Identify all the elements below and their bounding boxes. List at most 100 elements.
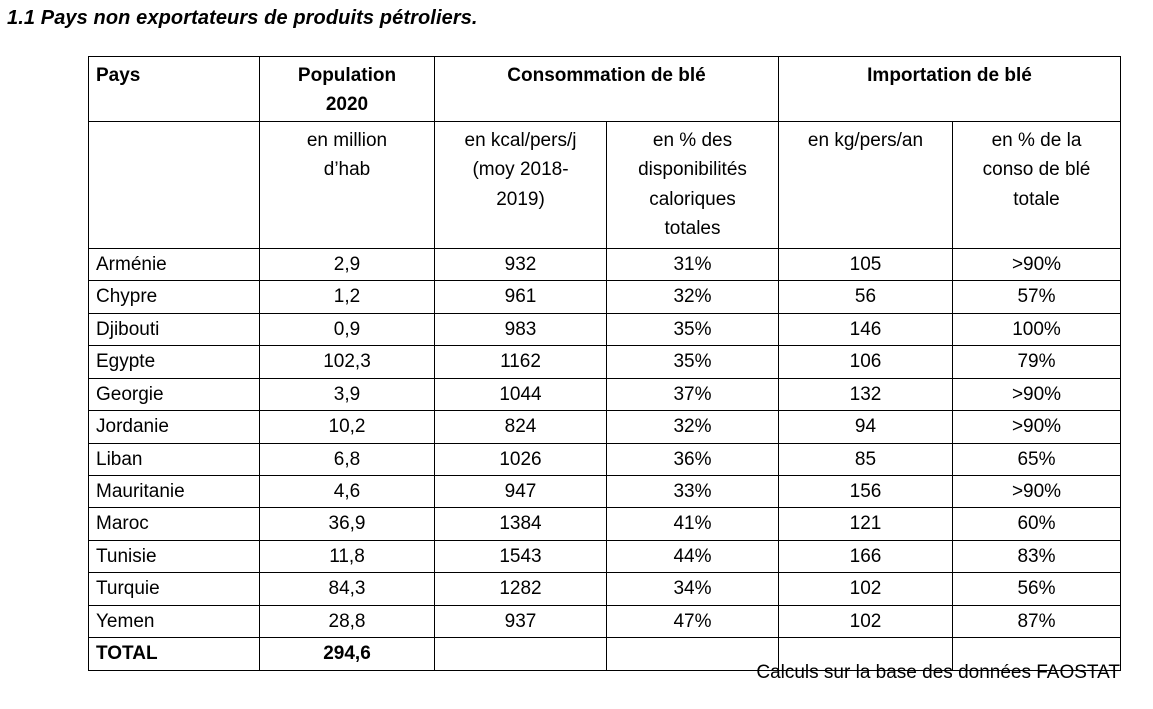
- cell-pct-conso: >90%: [952, 474, 1121, 509]
- section-title: 1.1 Pays non exportateurs de produits pé…: [7, 7, 478, 29]
- cell-kcal: 1162: [434, 345, 607, 379]
- cell-kcal: 1543: [434, 539, 607, 574]
- table-row: Maroc 36,9 1384 41% 121 60%: [88, 507, 1121, 541]
- cell-pct-conso: 79%: [952, 345, 1121, 379]
- table-row: Arménie 2,9 932 31% 105 >90%: [88, 247, 1121, 282]
- subheader-pct-conso-unit: en % de la conso de blé totale: [952, 120, 1121, 249]
- subheader-kg-unit: en kg/pers/an: [778, 120, 953, 249]
- cell-country: Chypre: [88, 280, 260, 314]
- cell-kg: 121: [778, 507, 953, 541]
- cell-country: Egypte: [88, 345, 260, 379]
- cell-kg: 105: [778, 247, 953, 282]
- cell-kg: 94: [778, 410, 953, 444]
- cell-population: 36,9: [259, 507, 435, 541]
- cell-pct-dispo: 41%: [606, 507, 779, 541]
- cell-pct-conso: >90%: [952, 377, 1121, 412]
- cell-population: 4,6: [259, 474, 435, 509]
- cell-pct-conso: 100%: [952, 312, 1121, 347]
- table-row: Chypre 1,2 961 32% 56 57%: [88, 280, 1121, 314]
- cell-kcal: 1282: [434, 572, 607, 606]
- cell-kcal: 1026: [434, 442, 607, 476]
- cell-country: Jordanie: [88, 410, 260, 444]
- table-row: Turquie 84,3 1282 34% 102 56%: [88, 572, 1121, 606]
- cell-pct-conso: >90%: [952, 247, 1121, 282]
- table-header-row-units: en million d’hab en kcal/pers/j (moy 201…: [88, 120, 1121, 249]
- cell-kg: 56: [778, 280, 953, 314]
- table-row: Georgie 3,9 1044 37% 132 >90%: [88, 377, 1121, 412]
- cell-pct-dispo: 32%: [606, 410, 779, 444]
- cell-kcal: 932: [434, 247, 607, 282]
- subheader-population-unit: en million d’hab: [259, 120, 435, 249]
- cell-pct-dispo: 34%: [606, 572, 779, 606]
- wheat-data-table: Pays Population 2020 Consommation de blé…: [88, 56, 1121, 671]
- table-total-row: TOTAL 294,6: [88, 637, 1121, 671]
- cell-kg: 156: [778, 474, 953, 509]
- cell-kcal: 947: [434, 474, 607, 509]
- subheader-kcal-unit: en kcal/pers/j (moy 2018- 2019): [434, 120, 607, 249]
- cell-population: 2,9: [259, 247, 435, 282]
- cell-population: 1,2: [259, 280, 435, 314]
- cell-pct-conso: >90%: [952, 410, 1121, 444]
- cell-pct-dispo: 33%: [606, 474, 779, 509]
- subheader-pays-empty: [88, 120, 260, 249]
- cell-kcal: 824: [434, 410, 607, 444]
- cell-country: Turquie: [88, 572, 260, 606]
- header-importation: Importation de blé: [778, 56, 1121, 122]
- cell-population: 3,9: [259, 377, 435, 412]
- cell-country: Liban: [88, 442, 260, 476]
- cell-kg: 106: [778, 345, 953, 379]
- cell-total-label: TOTAL: [88, 637, 260, 671]
- table-row: Yemen 28,8 937 47% 102 87%: [88, 604, 1121, 639]
- cell-pct-conso: 65%: [952, 442, 1121, 476]
- table-row: Egypte 102,3 1162 35% 106 79%: [88, 345, 1121, 379]
- table-row: Tunisie 11,8 1543 44% 166 83%: [88, 539, 1121, 574]
- cell-total-kg-empty: [778, 637, 953, 671]
- cell-pct-dispo: 37%: [606, 377, 779, 412]
- cell-country: Mauritanie: [88, 474, 260, 509]
- header-consommation: Consommation de blé: [434, 56, 779, 122]
- cell-pct-dispo: 35%: [606, 312, 779, 347]
- cell-pct-conso: 57%: [952, 280, 1121, 314]
- cell-kg: 102: [778, 604, 953, 639]
- subheader-pct-dispo-unit: en % des disponibilités caloriques total…: [606, 120, 779, 249]
- cell-country: Maroc: [88, 507, 260, 541]
- cell-pct-conso: 87%: [952, 604, 1121, 639]
- cell-population: 84,3: [259, 572, 435, 606]
- cell-pct-dispo: 31%: [606, 247, 779, 282]
- cell-population: 102,3: [259, 345, 435, 379]
- header-pays: Pays: [88, 56, 260, 122]
- cell-kg: 146: [778, 312, 953, 347]
- cell-kcal: 1384: [434, 507, 607, 541]
- cell-kg: 166: [778, 539, 953, 574]
- table-row: Mauritanie 4,6 947 33% 156 >90%: [88, 474, 1121, 509]
- cell-pct-conso: 83%: [952, 539, 1121, 574]
- cell-kcal: 1044: [434, 377, 607, 412]
- cell-country: Yemen: [88, 604, 260, 639]
- header-population: Population 2020: [259, 56, 435, 122]
- cell-total-population: 294,6: [259, 637, 435, 671]
- cell-kg: 132: [778, 377, 953, 412]
- cell-population: 11,8: [259, 539, 435, 574]
- table-header-row-groups: Pays Population 2020 Consommation de blé…: [88, 56, 1121, 122]
- table-row: Djibouti 0,9 983 35% 146 100%: [88, 312, 1121, 347]
- cell-pct-dispo: 32%: [606, 280, 779, 314]
- source-note: Calculs sur la base des données FAOSTAT: [756, 662, 1120, 683]
- cell-pct-conso: 60%: [952, 507, 1121, 541]
- cell-country: Djibouti: [88, 312, 260, 347]
- cell-pct-dispo: 44%: [606, 539, 779, 574]
- cell-total-pct-dispo-empty: [606, 637, 779, 671]
- cell-country: Georgie: [88, 377, 260, 412]
- cell-pct-dispo: 47%: [606, 604, 779, 639]
- table-row: Jordanie 10,2 824 32% 94 >90%: [88, 410, 1121, 444]
- cell-pct-dispo: 35%: [606, 345, 779, 379]
- cell-country: Tunisie: [88, 539, 260, 574]
- cell-population: 0,9: [259, 312, 435, 347]
- cell-population: 28,8: [259, 604, 435, 639]
- cell-kcal: 983: [434, 312, 607, 347]
- cell-population: 10,2: [259, 410, 435, 444]
- cell-total-pct-conso-empty: [952, 637, 1121, 671]
- cell-pct-conso: 56%: [952, 572, 1121, 606]
- cell-kg: 102: [778, 572, 953, 606]
- cell-country: Arménie: [88, 247, 260, 282]
